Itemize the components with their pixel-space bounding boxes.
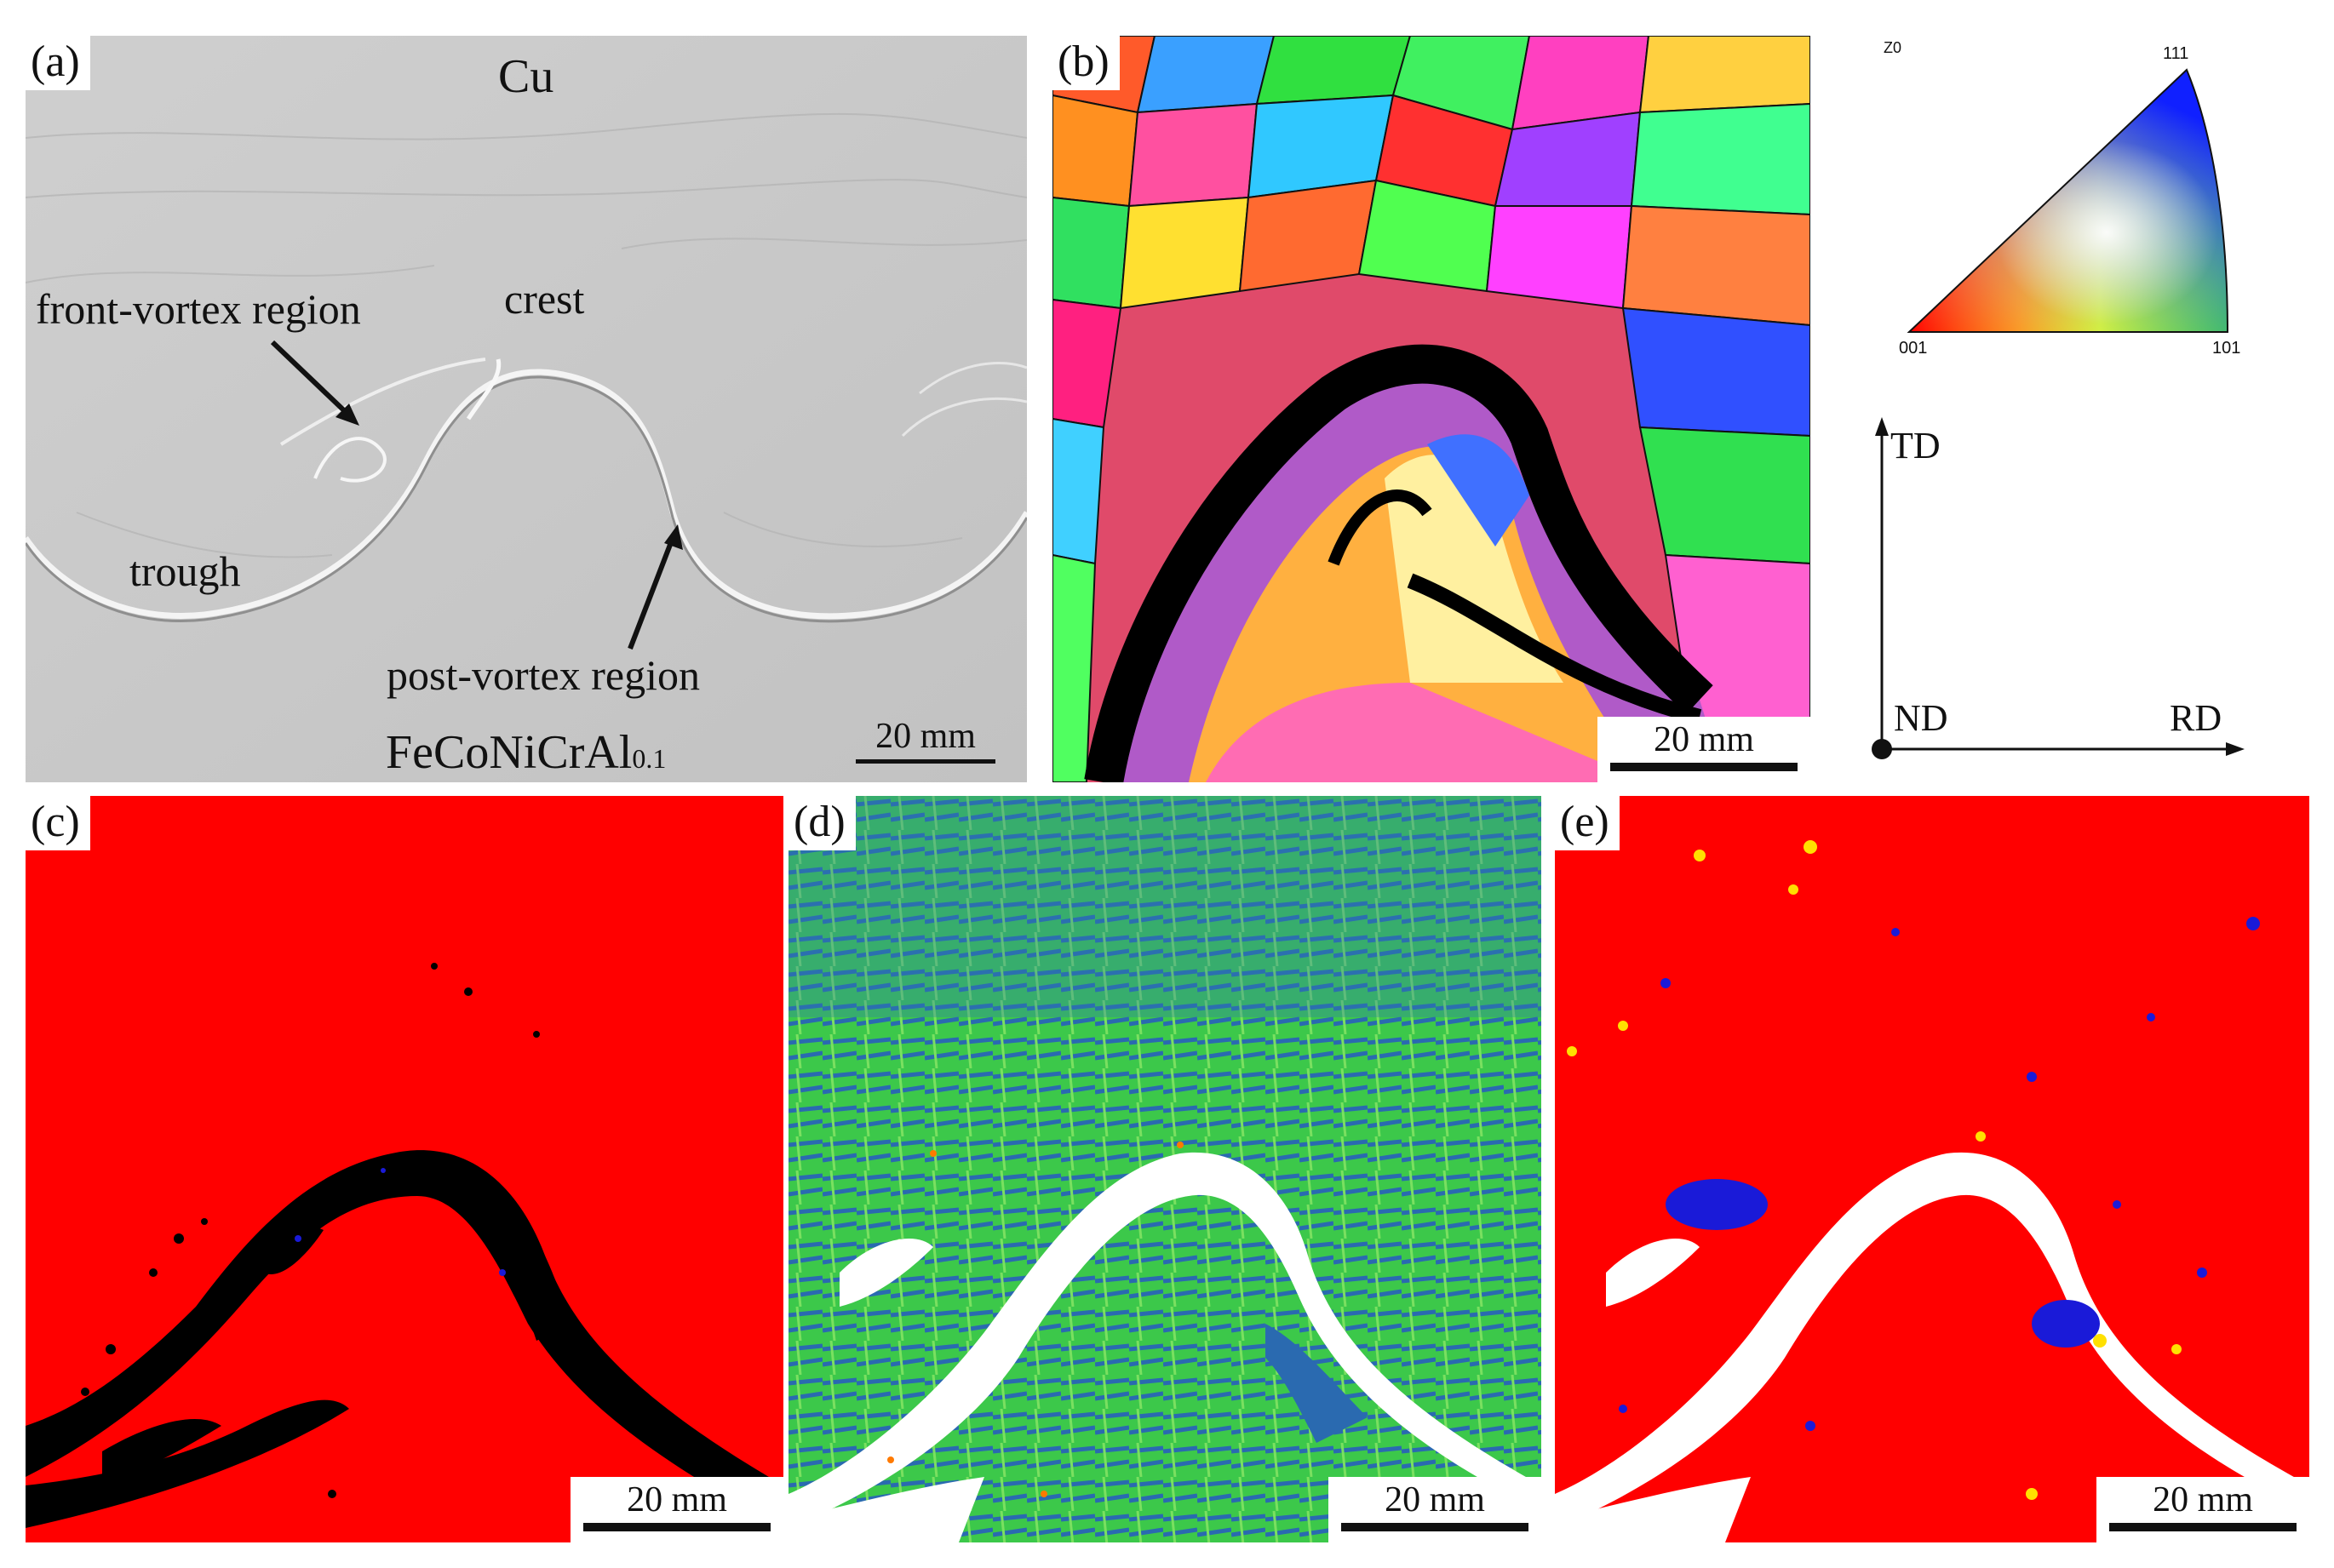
- front-vortex-label: front-vortex region: [36, 285, 361, 333]
- panel-d-scale-bar: 20 mm: [1328, 1477, 1541, 1542]
- ipf-vertex-001: 001: [1899, 339, 1928, 358]
- panel-c-label: (c): [26, 796, 90, 850]
- micrograph-image: [26, 36, 1027, 782]
- axis-nd-label: ND: [1894, 697, 1948, 739]
- crest-label: crest: [504, 275, 585, 323]
- ipf-corner-tag: Z0: [1884, 39, 1902, 56]
- post-vortex-arrow: [628, 536, 675, 650]
- phase-map-image: [26, 796, 783, 1542]
- panel-d-label: (d): [789, 796, 856, 850]
- panel-a-label: (a): [26, 36, 90, 90]
- front-vortex-arrow: [270, 340, 350, 416]
- nd-origin-dot: [1872, 739, 1892, 759]
- kam-map-image: [789, 796, 1541, 1542]
- trough-label: trough: [129, 547, 241, 595]
- panel-c-phase-map: (c) 20 mm: [26, 796, 783, 1542]
- panel-a-scale-bar: 20 mm: [853, 717, 998, 764]
- panel-e-label: (e): [1555, 796, 1620, 850]
- boundary-map-image: [1555, 796, 2309, 1542]
- top-material-label: Cu: [498, 50, 554, 103]
- panel-c-scale-bar: 20 mm: [571, 1477, 783, 1542]
- panel-b-label: (b): [1052, 36, 1120, 90]
- panel-d-kam-map: (d) 20 mm: [789, 796, 1541, 1542]
- panel-e-scale-bar: 20 mm: [2096, 1477, 2309, 1542]
- panel-b-ipf-map: (b) 20 mm: [1052, 36, 1810, 782]
- ipf-vertex-111: 111: [2163, 44, 2189, 63]
- panel-e-boundary-map: (e) 20 mm: [1555, 796, 2309, 1542]
- ipf-color-legend: Z0 111 001 101: [1873, 34, 2274, 375]
- panel-b-scale-bar: 20 mm: [1597, 717, 1810, 782]
- panel-a-micrograph: (a) Cu front-vortex region crest trough …: [26, 36, 1027, 782]
- axis-td-label: TD: [1890, 425, 1941, 466]
- ipf-vertex-101: 101: [2212, 339, 2241, 358]
- axes-arrows: [1872, 417, 2245, 759]
- ipf-map-image: [1052, 36, 1810, 782]
- post-vortex-label: post-vortex region: [387, 651, 700, 699]
- bottom-material-label: FeCoNiCrAl0.1: [386, 726, 667, 779]
- sample-axes: TD ND RD: [1856, 409, 2248, 766]
- axis-rd-label: RD: [2170, 697, 2222, 739]
- ipf-triangle: [1907, 68, 2229, 333]
